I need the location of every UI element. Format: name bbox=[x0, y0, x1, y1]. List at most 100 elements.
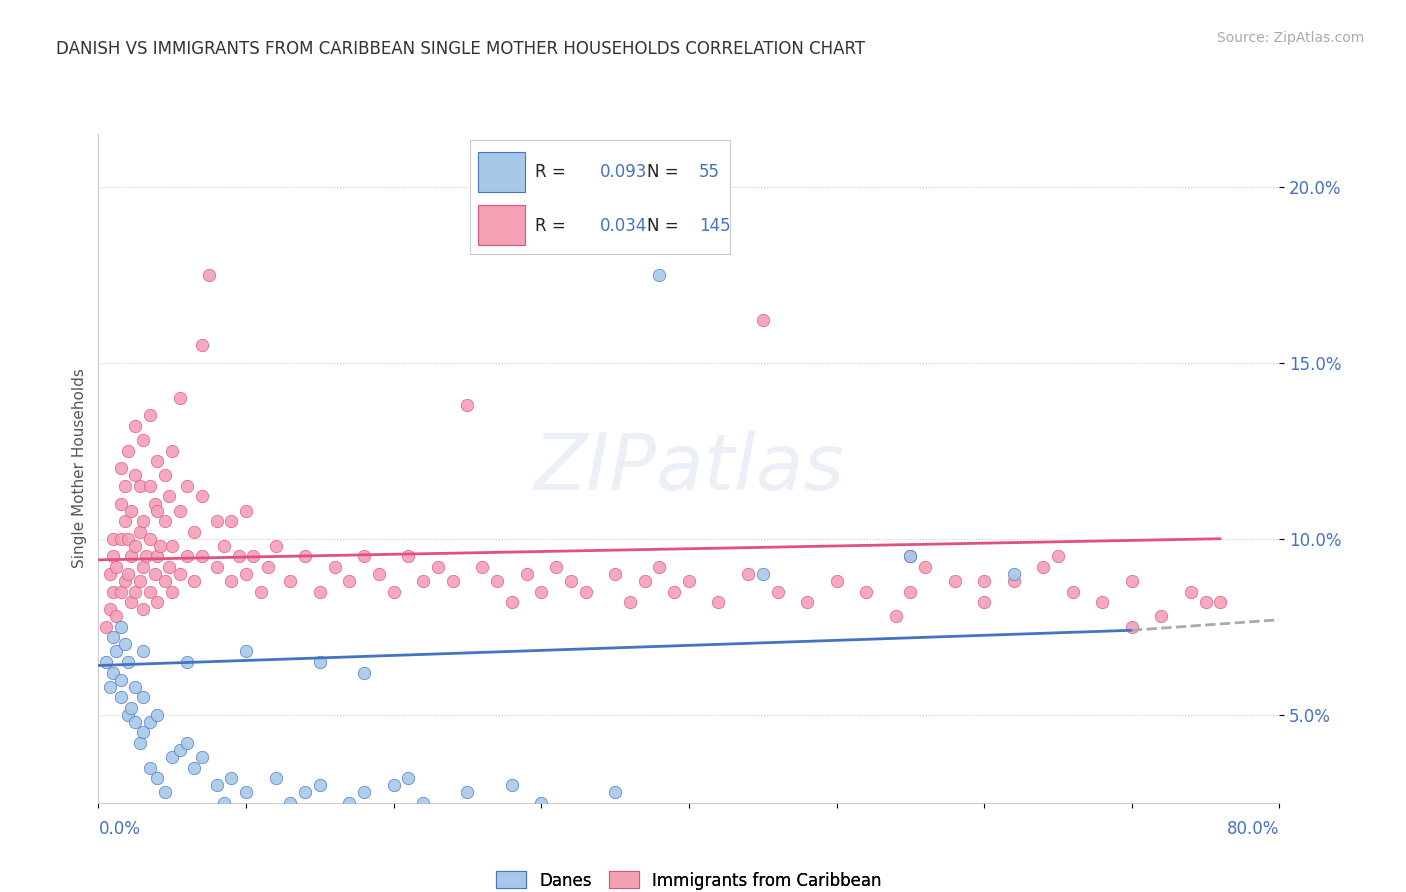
Point bbox=[153, 514, 176, 528]
Point bbox=[353, 549, 375, 564]
Point bbox=[900, 549, 922, 564]
Point bbox=[139, 479, 162, 493]
Point bbox=[124, 468, 146, 483]
Point bbox=[664, 584, 686, 599]
Point bbox=[120, 700, 142, 714]
Point bbox=[124, 539, 146, 553]
Point bbox=[146, 707, 169, 722]
Point bbox=[1062, 584, 1084, 599]
Point bbox=[176, 655, 198, 669]
Point bbox=[110, 584, 132, 599]
Point bbox=[124, 584, 146, 599]
Point bbox=[183, 574, 205, 588]
Legend: Danes, Immigrants from Caribbean: Danes, Immigrants from Caribbean bbox=[496, 871, 882, 889]
Point bbox=[139, 532, 162, 546]
Point bbox=[250, 584, 273, 599]
Point bbox=[114, 574, 136, 588]
Point bbox=[382, 778, 405, 792]
Point bbox=[105, 644, 128, 658]
Point bbox=[124, 680, 146, 694]
Point bbox=[103, 665, 125, 680]
Point bbox=[235, 785, 257, 799]
Text: DANISH VS IMMIGRANTS FROM CARIBBEAN SINGLE MOTHER HOUSEHOLDS CORRELATION CHART: DANISH VS IMMIGRANTS FROM CARIBBEAN SING… bbox=[56, 40, 865, 58]
Point bbox=[132, 560, 155, 574]
Point bbox=[146, 503, 169, 517]
Point bbox=[900, 584, 922, 599]
Point bbox=[412, 574, 434, 588]
Point bbox=[766, 584, 789, 599]
Point bbox=[648, 560, 671, 574]
Point bbox=[530, 584, 553, 599]
Point bbox=[257, 814, 280, 828]
Point bbox=[751, 566, 773, 581]
Point bbox=[117, 566, 139, 581]
Point bbox=[169, 566, 191, 581]
Point bbox=[98, 680, 121, 694]
Point bbox=[117, 707, 139, 722]
Point bbox=[149, 539, 172, 553]
Point bbox=[128, 736, 150, 750]
Point bbox=[128, 574, 150, 588]
Point bbox=[103, 549, 125, 564]
Point bbox=[162, 584, 183, 599]
Point bbox=[176, 549, 198, 564]
Point bbox=[103, 584, 125, 599]
Point bbox=[648, 268, 671, 282]
Point bbox=[146, 771, 169, 785]
Point bbox=[191, 338, 214, 352]
Point bbox=[973, 574, 995, 588]
Point bbox=[132, 602, 155, 616]
Point bbox=[242, 549, 264, 564]
Point bbox=[574, 584, 596, 599]
Point bbox=[143, 496, 166, 510]
Point bbox=[396, 771, 419, 785]
Point bbox=[103, 630, 125, 644]
Point bbox=[114, 479, 136, 493]
Point bbox=[678, 574, 700, 588]
Point bbox=[353, 665, 375, 680]
Point bbox=[132, 433, 155, 447]
Point bbox=[471, 560, 494, 574]
Point bbox=[294, 549, 316, 564]
Point bbox=[309, 584, 332, 599]
Point bbox=[110, 532, 132, 546]
Point bbox=[153, 468, 176, 483]
Point bbox=[1121, 574, 1143, 588]
Point bbox=[264, 771, 287, 785]
Point bbox=[110, 673, 132, 687]
Text: ZIPatlas: ZIPatlas bbox=[533, 430, 845, 507]
Point bbox=[132, 644, 155, 658]
Point bbox=[135, 549, 157, 564]
Point bbox=[619, 595, 641, 609]
Point bbox=[117, 443, 139, 458]
Point bbox=[139, 714, 162, 729]
Point bbox=[219, 574, 242, 588]
Point bbox=[162, 443, 183, 458]
Point bbox=[117, 655, 139, 669]
Point bbox=[110, 620, 132, 634]
Point bbox=[94, 620, 117, 634]
Point bbox=[191, 549, 214, 564]
Point bbox=[1046, 549, 1069, 564]
Point bbox=[751, 313, 773, 327]
Point bbox=[309, 655, 332, 669]
Point bbox=[183, 524, 205, 539]
Point bbox=[1150, 609, 1173, 624]
Point bbox=[633, 574, 655, 588]
Point bbox=[855, 584, 877, 599]
Point bbox=[176, 479, 198, 493]
Point bbox=[278, 796, 302, 810]
Point bbox=[110, 461, 132, 475]
Point bbox=[169, 503, 191, 517]
Point bbox=[382, 584, 405, 599]
Point bbox=[235, 503, 257, 517]
Point bbox=[228, 549, 250, 564]
Point bbox=[1195, 595, 1218, 609]
Point bbox=[128, 524, 150, 539]
Point bbox=[169, 391, 191, 405]
Point bbox=[146, 549, 169, 564]
Point bbox=[105, 560, 128, 574]
Text: Source: ZipAtlas.com: Source: ZipAtlas.com bbox=[1216, 31, 1364, 45]
Point bbox=[110, 496, 132, 510]
Point bbox=[605, 785, 627, 799]
